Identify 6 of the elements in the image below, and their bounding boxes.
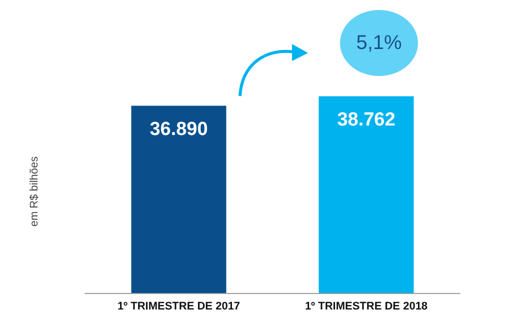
circle-badge: 5,1% (340, 10, 418, 76)
y-axis-title: em R$ bilhões (28, 156, 40, 227)
x-tick-label: 1º TRIMESTRE DE 2017 (117, 300, 240, 312)
data-label: 36.890 (150, 118, 208, 140)
x-tick-label: 1º TRIMESTRE DE 2018 (304, 300, 428, 312)
data-label: 38.762 (337, 109, 396, 130)
